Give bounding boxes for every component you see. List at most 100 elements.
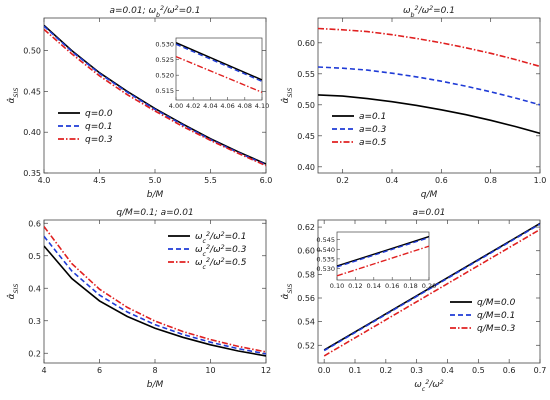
- inset-series-line-2: [337, 236, 429, 268]
- y-tick-label: 0.60: [297, 39, 315, 48]
- y-tick-label: 0.2: [28, 349, 41, 358]
- y-tick-label: 0.50: [23, 47, 41, 56]
- series-line-2: [44, 25, 266, 166]
- series-line-1: [44, 245, 266, 357]
- inset-x-tick-label: 4.00: [169, 102, 183, 110]
- y-tick-label: 0.60: [297, 247, 315, 256]
- chart-title: q/M=0.1; a=0.01: [116, 208, 193, 218]
- inset-x-tick-label: 0.20: [422, 282, 436, 290]
- inset-x-tick-label: 0.14: [367, 282, 381, 290]
- legend-label: q=0.1: [85, 122, 113, 132]
- y-axis-label: α̂SIS: [280, 88, 294, 104]
- y-tick-label: 0.55: [297, 70, 315, 79]
- inset-x-tick-label: 4.08: [238, 102, 252, 110]
- x-tick-label: 0.7: [534, 366, 547, 375]
- y-tick-label: 0.6: [28, 219, 41, 228]
- inset-y-tick-label: 0.530: [155, 41, 174, 49]
- chart-panel-4: 0.0 0.1 0.2 0.3 0.4 0.5 0.6 0.7 0.52 0.54 0.56 0.58…: [280, 208, 546, 393]
- legend-label: a=0.5: [359, 138, 387, 148]
- x-tick-label: 8: [152, 366, 157, 375]
- x-axis-label: b/M: [147, 380, 164, 390]
- x-tick-label: 6: [97, 366, 102, 375]
- x-tick-label: 0.6: [503, 366, 516, 375]
- x-tick-label: 12: [261, 366, 271, 375]
- inset-y-tick-label: 0.535: [316, 255, 335, 263]
- x-tick-label: 0.1: [349, 366, 362, 375]
- inset-x-tick-label: 0.16: [385, 282, 399, 290]
- series-line-3: [318, 27, 540, 68]
- y-tick-label: 0.52: [297, 341, 315, 350]
- series-line-2: [323, 223, 540, 352]
- x-tick-label: 0.2: [379, 366, 392, 375]
- legend-label: ωc2/ω2=0.1: [195, 231, 246, 245]
- inset-y-tick-label: 0.515: [155, 87, 174, 95]
- series-group: [318, 27, 540, 135]
- inset-x-tick-label: 0.18: [403, 282, 417, 290]
- inset-series-group: [176, 42, 262, 93]
- x-tick-label: 0.3: [410, 366, 423, 375]
- chart-title: ωb2/ω2=0.1: [403, 5, 455, 19]
- chart-panel-1: 4.0 4.5 5.0 5.5 6.0 0.35 0.40 0.45 0.50 a=0.01; ω…: [6, 5, 272, 201]
- x-tick-label: 0.2: [336, 176, 349, 185]
- x-tick-label: 0.8: [484, 176, 497, 185]
- inset-x-tick-label: 4.06: [220, 102, 234, 110]
- legend-label: q=0.0: [85, 109, 113, 119]
- y-tick-label: 0.4: [28, 284, 41, 293]
- y-axis-label: α̂SIS: [280, 284, 294, 300]
- inset-x-tick-label: 4.04: [203, 102, 217, 110]
- series-group: [44, 24, 266, 167]
- x-tick-label: 0.6: [435, 176, 448, 185]
- inset-series-line-1: [176, 42, 262, 81]
- y-tick-label: 0.62: [297, 223, 315, 232]
- inset-y-tick-label: 0.520: [155, 72, 174, 80]
- series-group: [44, 226, 266, 357]
- series-line-3: [44, 226, 266, 353]
- x-axis-label: ωc2/ω2: [414, 379, 444, 393]
- x-tick-label: 6.0: [260, 176, 273, 185]
- y-axis-label: α̂SIS: [6, 284, 20, 300]
- inset-x-tick-label: 0.10: [330, 282, 344, 290]
- series-line-2: [318, 66, 540, 106]
- inset-y-tick-label: 0.530: [316, 265, 335, 273]
- y-tick-label: 0.45: [297, 132, 315, 141]
- legend-label: q=0.3: [85, 135, 113, 145]
- inset-x-tick-label: 4.10: [255, 102, 269, 110]
- x-tick-label: 0.4: [441, 366, 454, 375]
- chart-panel-2: 0.2 0.4 0.6 0.8 1.0 0.40 0.45 0.50 0.55 0.60 ωb2/ω…: [280, 5, 546, 201]
- legend-label: q/M=0.0: [477, 298, 516, 308]
- legend-label: ωc2/ω2=0.5: [195, 257, 247, 271]
- plot-frame: [317, 219, 541, 364]
- x-tick-label: 5.0: [149, 176, 162, 185]
- y-tick-label: 0.45: [23, 87, 41, 96]
- inset-series-line-3: [176, 55, 262, 93]
- chart-title: a=0.01; ωb2/ω2=0.1: [110, 5, 201, 19]
- y-axis-label: α̂SIS: [6, 88, 20, 104]
- x-tick-label: 5.5: [204, 176, 217, 185]
- inset-series-line-3: [337, 245, 429, 277]
- x-tick-label: 0.0: [318, 366, 331, 375]
- x-tick-label: 0.4: [386, 176, 399, 185]
- x-tick-label: 4.0: [38, 176, 51, 185]
- y-tick-label: 0.35: [23, 169, 41, 178]
- y-tick-label: 0.58: [297, 270, 315, 279]
- inset-x-tick-label: 4.02: [186, 102, 200, 110]
- y-tick-label: 0.5: [28, 252, 41, 261]
- x-axis-label: b/M: [147, 190, 164, 200]
- inset-series-group: [337, 235, 429, 277]
- y-tick-label: 0.54: [297, 318, 315, 327]
- series-group: [323, 222, 540, 357]
- inset-y-tick-label: 0.545: [316, 236, 335, 244]
- series-line-1: [318, 94, 540, 135]
- x-tick-label: 4.5: [93, 176, 106, 185]
- series-line-3: [44, 28, 266, 167]
- inset-frame: [336, 231, 430, 281]
- inset-series-line-1: [337, 235, 429, 267]
- series-line-3: [323, 228, 540, 357]
- x-axis-label: q/M: [421, 190, 438, 200]
- inset-frame: [175, 37, 263, 101]
- y-tick-label: 0.3: [28, 317, 41, 326]
- y-tick-label: 0.40: [297, 163, 315, 172]
- x-tick-label: 4: [41, 366, 46, 375]
